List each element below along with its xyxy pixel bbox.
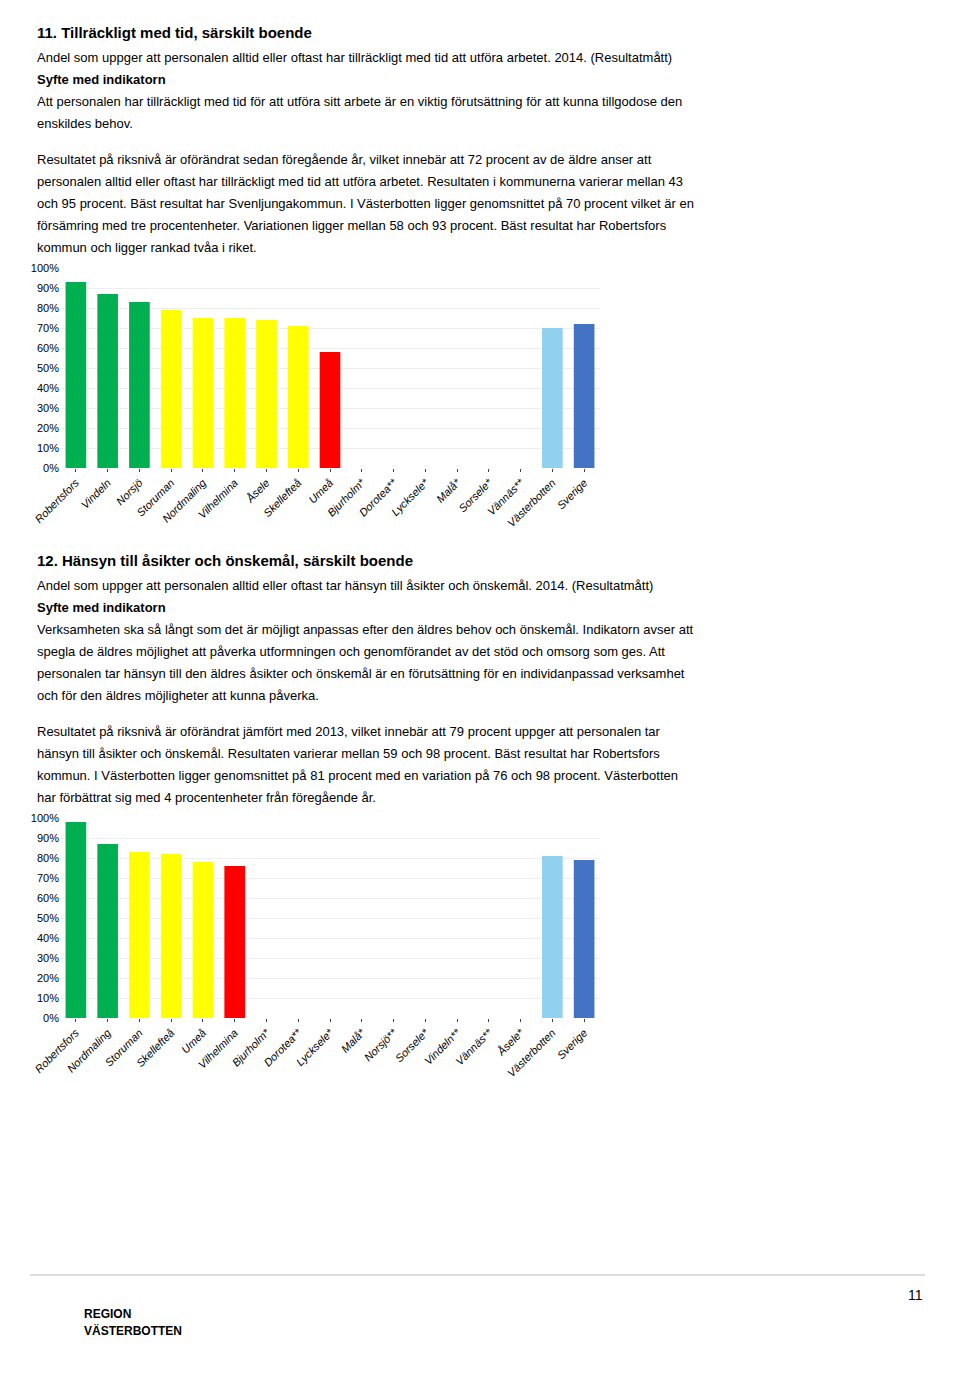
svg-text:Västerbotten: Västerbotten — [505, 477, 558, 530]
svg-text:Åsele: Åsele — [243, 477, 272, 506]
svg-text:personalen tar hänsyn till den: personalen tar hänsyn till den äldres ås… — [37, 666, 685, 681]
svg-text:Umeå: Umeå — [306, 477, 335, 506]
svg-text:och 95 procent. Bäst resultat: och 95 procent. Bäst resultat har Svenlj… — [37, 196, 694, 211]
svg-text:Norsjö**: Norsjö** — [362, 1026, 400, 1064]
svg-text:20%: 20% — [37, 972, 59, 984]
svg-text:Skellefteå: Skellefteå — [261, 477, 304, 520]
svg-text:0%: 0% — [43, 462, 59, 474]
svg-text:Bjurholm*: Bjurholm* — [230, 1026, 273, 1069]
svg-text:personalen alltid eller oftast: personalen alltid eller oftast har tillr… — [37, 174, 683, 189]
svg-text:Syfte med indikatorn: Syfte med indikatorn — [37, 600, 166, 615]
svg-text:40%: 40% — [37, 932, 59, 944]
svg-text:60%: 60% — [37, 892, 59, 904]
svg-text:100%: 100% — [31, 262, 59, 274]
svg-text:kommun och ligger rankad tvåa: kommun och ligger rankad tvåa i riket. — [37, 240, 257, 255]
svg-text:11. Tillräckligt med tid, särs: 11. Tillräckligt med tid, särskilt boend… — [37, 24, 312, 41]
svg-text:100%: 100% — [31, 812, 59, 824]
svg-text:11: 11 — [908, 1287, 923, 1303]
svg-text:Dorotea**: Dorotea** — [357, 476, 400, 519]
svg-text:50%: 50% — [37, 362, 59, 374]
svg-text:och för den äldres möjligheter: och för den äldres möjligheter att kunna… — [37, 688, 319, 703]
svg-text:har förbättrat sig med 4 proce: har förbättrat sig med 4 procentenheter … — [37, 790, 376, 805]
svg-text:40%: 40% — [37, 382, 59, 394]
svg-text:Västerbotten: Västerbotten — [505, 1027, 558, 1080]
svg-text:Robertsfors: Robertsfors — [32, 476, 81, 525]
svg-text:Storuman: Storuman — [134, 477, 176, 519]
svg-text:90%: 90% — [37, 282, 59, 294]
svg-text:Resultatet på riksnivå är oför: Resultatet på riksnivå är oförändrat sed… — [37, 152, 652, 167]
svg-text:Sverige: Sverige — [555, 477, 590, 512]
svg-text:Umeå: Umeå — [179, 1027, 208, 1056]
svg-text:Åsele*: Åsele* — [494, 1026, 526, 1058]
svg-text:Att personalen har tillräcklig: Att personalen har tillräckligt med tid … — [37, 94, 682, 109]
svg-text:Andel som uppger att personale: Andel som uppger att personalen alltid e… — [37, 578, 653, 593]
svg-text:Skellefteå: Skellefteå — [134, 1027, 177, 1070]
svg-text:Storuman: Storuman — [102, 1027, 144, 1069]
svg-text:Vilhelmina: Vilhelmina — [196, 1027, 240, 1071]
svg-text:försämring med tre procentenhe: försämring med tre procentenheter. Varia… — [37, 218, 667, 233]
svg-text:hänsyn till åsikter och önskem: hänsyn till åsikter och önskemål. Result… — [37, 746, 660, 761]
svg-text:VÄSTERBOTTEN: VÄSTERBOTTEN — [84, 1323, 182, 1338]
svg-text:REGION: REGION — [84, 1307, 131, 1321]
svg-text:Lycksele*: Lycksele* — [294, 1026, 336, 1068]
svg-text:80%: 80% — [37, 302, 59, 314]
svg-text:Malå*: Malå* — [339, 1026, 368, 1055]
svg-text:Sverige: Sverige — [555, 1027, 590, 1062]
svg-text:Dorotea**: Dorotea** — [261, 1026, 304, 1069]
svg-text:50%: 50% — [37, 912, 59, 924]
svg-text:Andel som uppger att personale: Andel som uppger att personalen alltid e… — [37, 50, 672, 65]
svg-text:Bjurholm*: Bjurholm* — [325, 476, 368, 519]
svg-text:90%: 90% — [37, 832, 59, 844]
svg-text:Syfte med indikatorn: Syfte med indikatorn — [37, 72, 166, 87]
svg-text:70%: 70% — [37, 872, 59, 884]
svg-text:60%: 60% — [37, 342, 59, 354]
svg-text:12. Hänsyn till åsikter och ön: 12. Hänsyn till åsikter och önskemål, sä… — [37, 552, 413, 569]
svg-text:Nordmaling: Nordmaling — [160, 476, 209, 525]
svg-text:Vindeln: Vindeln — [79, 477, 113, 511]
svg-text:Robertsfors: Robertsfors — [32, 1026, 81, 1075]
svg-text:Malå*: Malå* — [434, 476, 463, 505]
svg-text:0%: 0% — [43, 1012, 59, 1024]
svg-text:spegla de äldres möjlighet att: spegla de äldres möjlighet att påverka u… — [37, 644, 665, 659]
svg-text:Norsjö: Norsjö — [114, 477, 145, 508]
svg-text:Vindeln**: Vindeln** — [422, 1026, 463, 1067]
svg-text:20%: 20% — [37, 422, 59, 434]
svg-text:30%: 30% — [37, 402, 59, 414]
svg-text:80%: 80% — [37, 852, 59, 864]
svg-text:Lycksele*: Lycksele* — [389, 476, 431, 518]
svg-text:Vilhelmina: Vilhelmina — [196, 477, 240, 521]
svg-text:30%: 30% — [37, 952, 59, 964]
svg-text:70%: 70% — [37, 322, 59, 334]
svg-text:kommun. I Västerbotten ligger: kommun. I Västerbotten ligger genomsnitt… — [37, 768, 678, 783]
svg-text:Vännäs**: Vännäs** — [453, 1026, 494, 1067]
svg-text:10%: 10% — [37, 442, 59, 454]
svg-text:Resultatet på riksnivå är oför: Resultatet på riksnivå är oförändrat jäm… — [37, 724, 661, 739]
svg-text:enskildes behov.: enskildes behov. — [37, 116, 133, 131]
svg-text:Nordmaling: Nordmaling — [65, 1026, 114, 1075]
svg-text:Vännäs**: Vännäs** — [485, 476, 526, 517]
svg-text:Sorsele*: Sorsele* — [456, 476, 494, 514]
svg-text:Verksamheten ska så långt som: Verksamheten ska så långt som det är möj… — [37, 622, 694, 637]
svg-text:Sorsele*: Sorsele* — [393, 1026, 431, 1064]
svg-text:10%: 10% — [37, 992, 59, 1004]
